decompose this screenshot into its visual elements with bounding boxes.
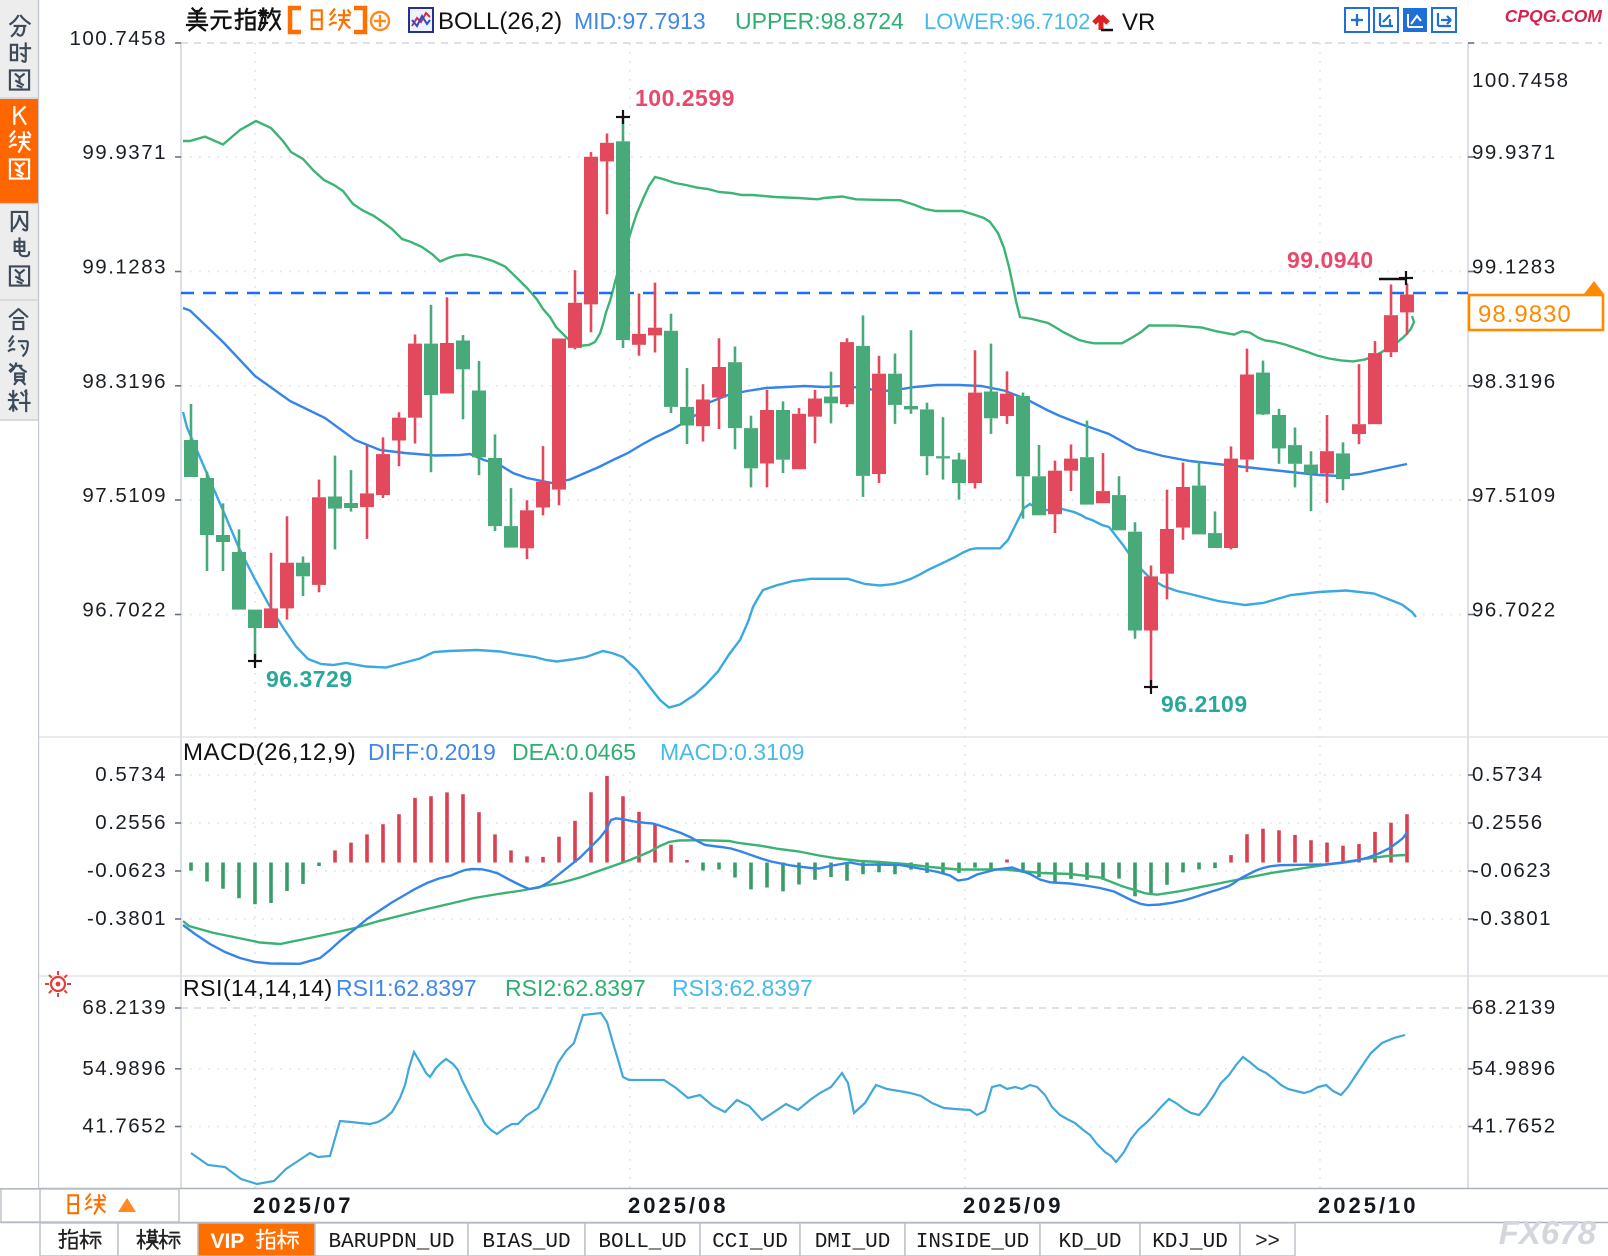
svg-text:DMI_UD: DMI_UD — [815, 1231, 891, 1254]
svg-text:>>: >> — [1255, 1229, 1280, 1252]
svg-text:0.2556: 0.2556 — [95, 811, 167, 834]
svg-text:96.2109: 96.2109 — [1161, 691, 1248, 717]
svg-text:KD_UD: KD_UD — [1058, 1231, 1121, 1254]
svg-text:41.7652: 41.7652 — [82, 1115, 167, 1138]
svg-text:0.2556: 0.2556 — [1472, 811, 1544, 834]
svg-text:98.3196: 98.3196 — [82, 370, 167, 393]
svg-text:LOWER:96.7102: LOWER:96.7102 — [924, 9, 1090, 34]
svg-text:54.9896: 54.9896 — [82, 1057, 167, 1080]
svg-text:BARUPDN_UD: BARUPDN_UD — [328, 1231, 454, 1254]
svg-text:96.3729: 96.3729 — [266, 666, 353, 692]
svg-text:68.2139: 68.2139 — [82, 996, 167, 1019]
svg-text:97.5109: 97.5109 — [82, 484, 167, 507]
svg-text:2025/10: 2025/10 — [1318, 1193, 1419, 1218]
svg-text:UPPER:98.8724: UPPER:98.8724 — [735, 8, 904, 34]
svg-text:99.1283: 99.1283 — [82, 256, 167, 279]
svg-text:VIP: VIP — [211, 1230, 245, 1253]
svg-text:VR: VR — [1122, 9, 1155, 36]
svg-text:MID:97.7913: MID:97.7913 — [574, 8, 706, 34]
svg-text:99.9371: 99.9371 — [82, 141, 167, 164]
svg-text:-0.3801: -0.3801 — [1472, 907, 1552, 930]
svg-text:0.5734: 0.5734 — [95, 763, 167, 786]
svg-text:99.0940: 99.0940 — [1287, 247, 1374, 273]
svg-text:96.7022: 96.7022 — [1472, 599, 1557, 622]
svg-text:RSI(14,14,14): RSI(14,14,14) — [183, 975, 333, 1001]
svg-text:99.9371: 99.9371 — [1472, 141, 1557, 164]
svg-text:KDJ_UD: KDJ_UD — [1152, 1231, 1228, 1254]
svg-text:97.5109: 97.5109 — [1472, 484, 1557, 507]
svg-text:CPQG.COM: CPQG.COM — [1505, 6, 1603, 26]
svg-text:100.2599: 100.2599 — [635, 85, 735, 111]
svg-text:0.5734: 0.5734 — [1472, 763, 1544, 786]
svg-text:-0.3801: -0.3801 — [87, 907, 167, 930]
svg-text:RSI2:62.8397: RSI2:62.8397 — [505, 975, 646, 1001]
svg-text:98.3196: 98.3196 — [1472, 370, 1557, 393]
svg-text:BOLL_UD: BOLL_UD — [598, 1231, 686, 1254]
svg-text:DEA:0.0465: DEA:0.0465 — [512, 739, 636, 765]
svg-text:FX678: FX678 — [1499, 1214, 1597, 1251]
svg-text:99.1283: 99.1283 — [1472, 256, 1557, 279]
svg-text:BOLL(26,2): BOLL(26,2) — [438, 8, 562, 35]
svg-text:2025/07: 2025/07 — [253, 1193, 354, 1218]
svg-text:98.9830: 98.9830 — [1478, 301, 1572, 328]
svg-text:MACD:0.3109: MACD:0.3109 — [660, 739, 804, 765]
svg-text:-0.0623: -0.0623 — [1472, 859, 1552, 882]
svg-text:MACD(26,12,9): MACD(26,12,9) — [183, 739, 356, 766]
svg-text:RSI1:62.8397: RSI1:62.8397 — [336, 975, 477, 1001]
svg-text:2025/08: 2025/08 — [628, 1193, 729, 1218]
svg-text:CCI_UD: CCI_UD — [712, 1231, 788, 1254]
svg-text:INSIDE_UD: INSIDE_UD — [916, 1231, 1029, 1254]
svg-text:DIFF:0.2019: DIFF:0.2019 — [368, 739, 496, 765]
svg-text:68.2139: 68.2139 — [1472, 996, 1557, 1019]
svg-text:41.7652: 41.7652 — [1472, 1115, 1557, 1138]
svg-text:100.7458: 100.7458 — [69, 27, 167, 50]
svg-text:BIAS_UD: BIAS_UD — [482, 1231, 570, 1254]
svg-text:96.7022: 96.7022 — [82, 599, 167, 622]
svg-text:2025/09: 2025/09 — [963, 1193, 1064, 1218]
svg-text:100.7458: 100.7458 — [1472, 69, 1570, 92]
svg-text:54.9896: 54.9896 — [1472, 1057, 1557, 1080]
svg-text:-0.0623: -0.0623 — [87, 859, 167, 882]
svg-text:RSI3:62.8397: RSI3:62.8397 — [672, 975, 813, 1001]
